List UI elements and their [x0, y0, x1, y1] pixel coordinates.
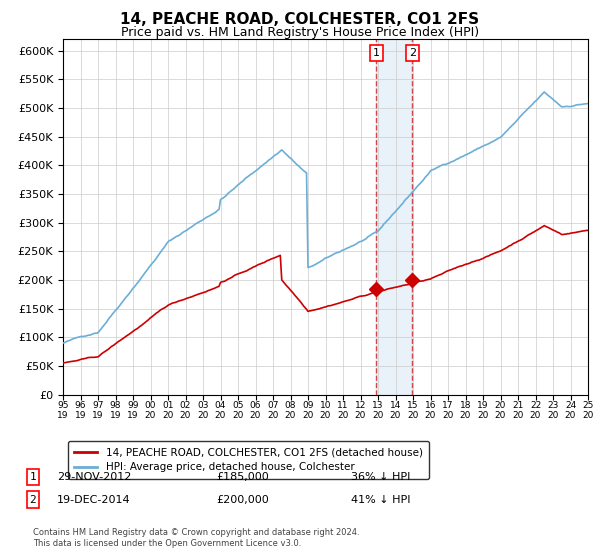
Text: 19-DEC-2014: 19-DEC-2014	[57, 494, 131, 505]
Text: 14, PEACHE ROAD, COLCHESTER, CO1 2FS: 14, PEACHE ROAD, COLCHESTER, CO1 2FS	[121, 12, 479, 27]
Text: 2: 2	[409, 48, 416, 58]
Text: £200,000: £200,000	[216, 494, 269, 505]
Text: 1: 1	[373, 48, 380, 58]
Text: 1: 1	[29, 472, 37, 482]
Text: Contains HM Land Registry data © Crown copyright and database right 2024.
This d: Contains HM Land Registry data © Crown c…	[33, 528, 359, 548]
Bar	[376, 39, 412, 395]
Text: £185,000: £185,000	[216, 472, 269, 482]
Text: 41% ↓ HPI: 41% ↓ HPI	[351, 494, 410, 505]
Text: 29-NOV-2012: 29-NOV-2012	[57, 472, 131, 482]
Legend: 14, PEACHE ROAD, COLCHESTER, CO1 2FS (detached house), HPI: Average price, detac: 14, PEACHE ROAD, COLCHESTER, CO1 2FS (de…	[68, 441, 429, 479]
Text: 2: 2	[29, 494, 37, 505]
Text: 36% ↓ HPI: 36% ↓ HPI	[351, 472, 410, 482]
Text: Price paid vs. HM Land Registry's House Price Index (HPI): Price paid vs. HM Land Registry's House …	[121, 26, 479, 39]
